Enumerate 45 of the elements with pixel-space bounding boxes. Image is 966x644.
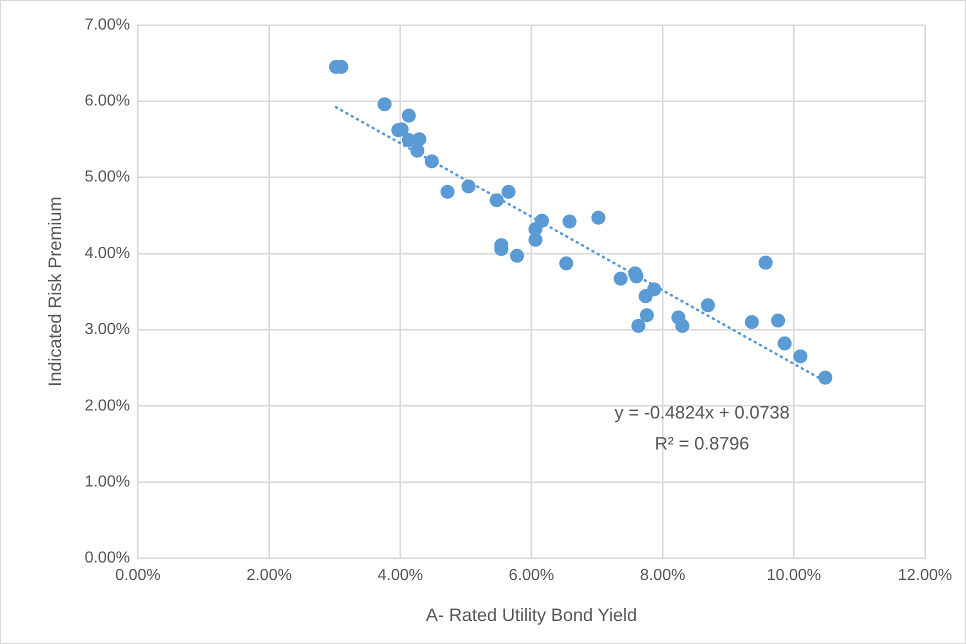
x-axis-title: A- Rated Utility Bond Yield	[426, 605, 638, 626]
point	[490, 193, 504, 208]
point	[562, 214, 577, 229]
y-tick-label: 6.00%	[84, 92, 130, 110]
point	[462, 179, 476, 194]
point	[631, 318, 646, 333]
point	[424, 154, 439, 168]
point	[700, 298, 715, 312]
annotation: y = -0.4824x + 0.0738	[614, 402, 790, 422]
point	[771, 314, 786, 328]
point	[793, 349, 808, 364]
point	[744, 315, 759, 330]
point	[410, 144, 424, 158]
point	[818, 370, 832, 385]
point	[640, 308, 654, 322]
point	[440, 184, 455, 199]
point	[675, 318, 690, 333]
point	[510, 248, 524, 263]
point	[647, 282, 662, 296]
x-tick-label: 0.00%	[115, 567, 161, 584]
y-tick-label: 5.00%	[84, 168, 130, 186]
y-tick-label: 3.00%	[84, 321, 130, 338]
x-tick-label: 6.00%	[508, 567, 554, 584]
y-tick-label: 0.00%	[84, 550, 130, 567]
annotation: R² = 0.8796	[654, 433, 750, 454]
x-tick-label: 10.00%	[766, 567, 821, 584]
y-axis-title: Indicated Risk Premium	[44, 196, 65, 387]
point	[778, 336, 792, 350]
x-tick-label: 2.00%	[246, 567, 292, 584]
point	[528, 232, 542, 247]
x-tick-label: 4.00%	[378, 567, 423, 584]
y-tick-label: 1.00%	[84, 473, 130, 490]
point	[758, 256, 773, 270]
y-tick-label: 4.00%	[84, 244, 130, 262]
point	[502, 184, 516, 199]
point	[412, 132, 426, 146]
point	[402, 108, 416, 123]
x-tick-label: 8.00%	[640, 567, 686, 584]
y-tick-label: 7.00%	[84, 16, 130, 34]
x-tick-label: 12.00%	[898, 567, 952, 584]
point	[591, 210, 606, 225]
point	[378, 97, 392, 112]
point	[614, 272, 628, 286]
point	[559, 256, 574, 270]
y-tick-label: 2.00%	[84, 397, 130, 414]
